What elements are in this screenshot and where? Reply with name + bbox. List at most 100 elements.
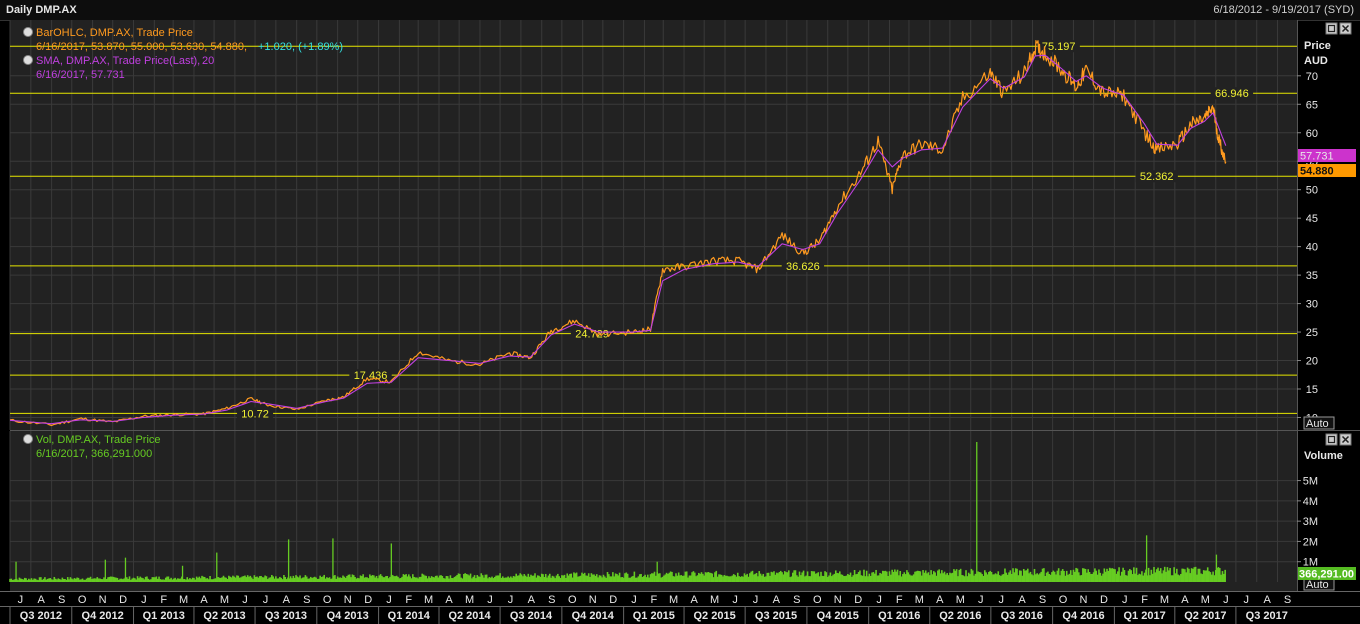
horizontal-levels: 75.19766.94652.36236.62624.72917.43610.7… [10, 40, 1297, 420]
level-label-bg [781, 259, 825, 272]
quarter-label: Q2 2016 [939, 610, 981, 622]
volume-plot-area [10, 431, 1297, 591]
price-auto-label: Auto [1306, 418, 1329, 430]
price-tick-label: 40 [1306, 242, 1318, 254]
month-label: N [834, 594, 842, 606]
volume-tick-label: 1M [1303, 557, 1318, 569]
month-label: O [813, 594, 822, 606]
quarter-label: Q2 2013 [203, 610, 245, 622]
price-axis-unit: AUD [1304, 55, 1328, 67]
month-label: O [323, 594, 332, 606]
price-plot-area [10, 20, 1297, 430]
quarter-label: Q2 2017 [1184, 610, 1226, 622]
month-label: M [220, 594, 229, 606]
quarter-label: Q4 2012 [82, 610, 124, 622]
month-label: J [978, 594, 984, 606]
price-last-tag [1298, 164, 1356, 177]
quarter-label: Q2 2014 [448, 610, 491, 622]
close-icon [1341, 435, 1350, 444]
month-label: A [1018, 594, 1026, 606]
month-label: F [650, 594, 657, 606]
quarter-label: Q1 2017 [1123, 610, 1165, 622]
price-axis-ticks: 10152025303540455055606570 [1297, 71, 1318, 424]
window-titlebar: Daily DMP.AX 6/18/2012 - 9/19/2017 (SYD) [0, 0, 1360, 21]
price-auto-button[interactable] [1303, 416, 1335, 430]
quarter-label: Q1 2013 [143, 610, 185, 622]
month-label: A [936, 594, 944, 606]
month-label: A [200, 594, 208, 606]
month-label: N [589, 594, 597, 606]
level-label-bg [349, 369, 392, 382]
sma-line [9, 54, 1227, 425]
month-label: S [58, 594, 65, 606]
month-label: S [303, 594, 310, 606]
price-tick-label: 65 [1306, 99, 1318, 111]
quarter-label: Q3 2016 [1001, 610, 1043, 622]
price-tick-label: 35 [1306, 270, 1318, 282]
level-label-bg [1210, 87, 1254, 100]
volume-tick-label: 2M [1303, 536, 1318, 548]
price-grid [9, 20, 1297, 430]
price-tick-label: 15 [1306, 384, 1318, 396]
price-axis-title: Price [1304, 40, 1331, 52]
month-label: M [465, 594, 474, 606]
close-icon [1341, 24, 1350, 33]
month-label: M [1160, 594, 1169, 606]
month-label: J [141, 594, 147, 606]
price-tick-label: 45 [1306, 213, 1318, 225]
maximize-icon [1327, 24, 1336, 33]
volume-tick-label: 3M [1303, 516, 1318, 528]
level-label: 66.946 [1215, 88, 1249, 100]
price-series [9, 40, 1227, 427]
quarter-label: Q3 2012 [20, 610, 62, 622]
quarter-label: Q4 2013 [327, 610, 369, 622]
quarter-label: Q1 2014 [388, 610, 431, 622]
level-label: 36.626 [786, 261, 820, 273]
quarter-label: Q3 2017 [1246, 610, 1288, 622]
sma-legend-values: 6/16/2017, 57.731 [36, 69, 125, 81]
maximize-icon [1327, 435, 1336, 444]
volume-tick-label: 5M [1303, 476, 1318, 488]
month-label: A [283, 594, 291, 606]
month-label: M [1201, 594, 1210, 606]
level-label: 75.197 [1042, 41, 1076, 53]
month-label: A [773, 594, 781, 606]
month-label: J [386, 594, 392, 606]
quarter-label: Q4 2016 [1062, 610, 1104, 622]
quarter-label: Q3 2015 [755, 610, 797, 622]
last-value-tags: 57.731 54.880 366,291.00 [1298, 149, 1356, 581]
ohlc-legend-change: +1.020, (+1.89%) [258, 41, 343, 53]
level-label: 10.72 [241, 408, 269, 420]
volume-panel-controls: Volume Auto [1303, 433, 1352, 591]
quarter-label: Q3 2014 [510, 610, 553, 622]
month-label: J [508, 594, 514, 606]
price-tick-label: 30 [1306, 299, 1318, 311]
quarter-label: Q4 2014 [572, 610, 615, 622]
level-label: 17.436 [354, 370, 388, 382]
month-label: D [119, 594, 127, 606]
volume-tick-label: 4M [1303, 496, 1318, 508]
quarter-label: Q3 2013 [265, 610, 307, 622]
month-label: J [631, 594, 637, 606]
volume-bars [9, 442, 1226, 582]
price-maximize-button[interactable] [1325, 22, 1338, 35]
level-label-bg [237, 407, 274, 420]
month-label: O [78, 594, 87, 606]
month-label: J [753, 594, 759, 606]
month-label: N [99, 594, 107, 606]
window-title: Daily DMP.AX [6, 4, 77, 16]
month-label: M [424, 594, 433, 606]
level-label-bg [1135, 170, 1178, 183]
ohlc-legend-icon[interactable] [23, 27, 33, 37]
level-label-bg [1037, 40, 1080, 53]
sma-legend-icon[interactable] [23, 55, 33, 65]
price-tick-label: 50 [1306, 185, 1318, 197]
volume-legend-icon[interactable] [23, 434, 33, 444]
chart-canvas: 75.19766.94652.36236.62624.72917.43610.7… [0, 20, 1360, 624]
ohlc-legend-values: 6/16/2017, 53.870, 55.000, 53.630, 54.88… [36, 41, 247, 53]
month-label: J [242, 594, 248, 606]
volume-maximize-button[interactable] [1325, 433, 1338, 446]
month-label: A [1263, 594, 1271, 606]
sma-last-tag-label: 57.731 [1300, 151, 1334, 163]
